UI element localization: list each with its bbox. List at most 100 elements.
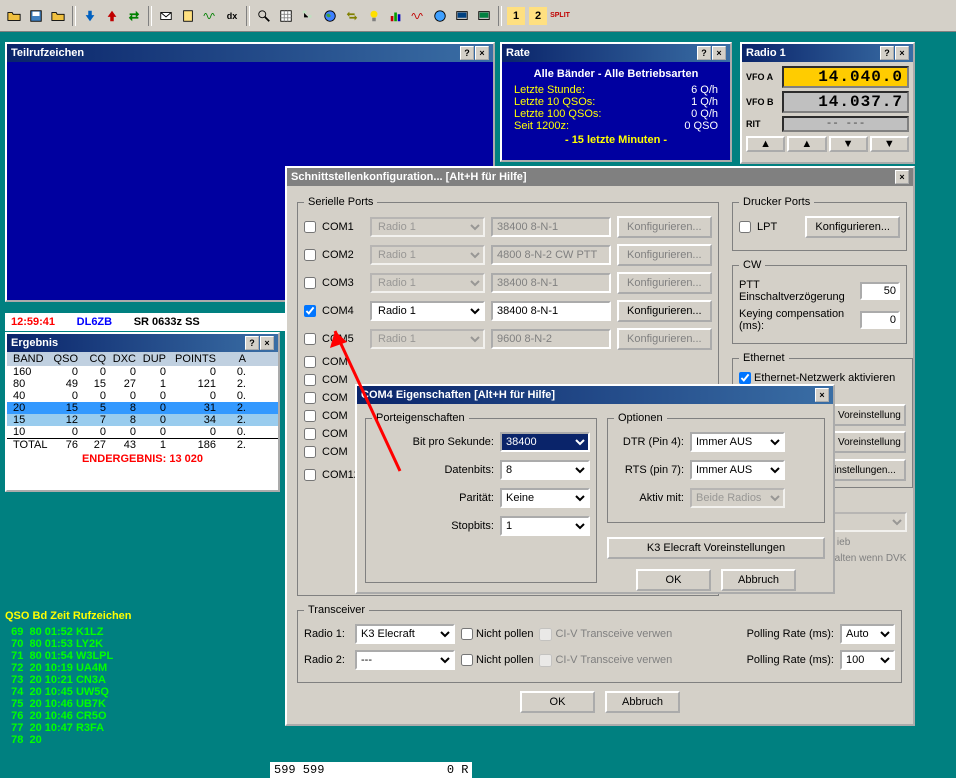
keying-input[interactable]	[860, 311, 900, 329]
close-icon[interactable]: ×	[895, 170, 909, 184]
opt-legend: Optionen	[614, 412, 667, 424]
rit-display: -- ---	[782, 116, 909, 132]
tb-up-icon[interactable]	[102, 6, 122, 26]
result-row[interactable]: 10000000.	[7, 426, 278, 438]
tb-tree-icon[interactable]	[298, 6, 318, 26]
help-icon[interactable]: ?	[697, 46, 711, 60]
radio-btn-rewind[interactable]: ▲	[746, 136, 785, 152]
port-checkbox[interactable]	[304, 428, 316, 440]
k3-preset-button[interactable]: K3 Elecraft Voreinstellungen	[607, 537, 825, 559]
port-checkbox[interactable]	[304, 446, 316, 458]
result-row[interactable]: 8049152711212.	[7, 378, 278, 390]
nopoll1-checkbox[interactable]	[461, 628, 473, 640]
tb-search-icon[interactable]	[254, 6, 274, 26]
tb-dx-icon[interactable]: dx	[222, 6, 242, 26]
port-config-button: Konfigurieren...	[617, 272, 712, 294]
preset-button[interactable]: Voreinstellung	[833, 404, 906, 426]
dtr-select[interactable]: Immer AUS	[690, 432, 785, 452]
port-config-display	[491, 301, 611, 321]
port-config-button: Konfigurieren...	[617, 244, 712, 266]
tb-save-icon[interactable]	[26, 6, 46, 26]
port-checkbox[interactable]	[304, 469, 316, 481]
tb-wave2-icon[interactable]	[408, 6, 428, 26]
port-checkbox[interactable]	[304, 374, 316, 386]
tb-screen2-icon[interactable]	[474, 6, 494, 26]
databits-select[interactable]: 8	[500, 460, 590, 480]
help-icon[interactable]: ?	[245, 336, 259, 350]
tb-open-icon[interactable]	[4, 6, 24, 26]
tb-mail-icon[interactable]	[156, 6, 176, 26]
help-icon[interactable]: ?	[880, 46, 894, 60]
poll1-select[interactable]: Auto	[840, 624, 895, 644]
port-row: COM4Radio 1Konfigurieren...	[304, 300, 712, 322]
result-row[interactable]: 1512780342.	[7, 414, 278, 426]
lpt-config-button[interactable]: Konfigurieren...	[805, 216, 900, 238]
radio2-select[interactable]: ---	[355, 650, 455, 670]
vfo-b-label: VFO B	[746, 97, 778, 107]
result-row[interactable]: 40000000.	[7, 390, 278, 402]
port-checkbox[interactable]	[304, 277, 316, 289]
radio1-select[interactable]: K3 Elecraft	[355, 624, 455, 644]
parity-select[interactable]: Keine	[500, 488, 590, 508]
poll2-select[interactable]: 100	[840, 650, 895, 670]
com4-ok-button[interactable]: OK	[636, 569, 711, 591]
tb-grid-icon[interactable]	[276, 6, 296, 26]
serial-legend: Serielle Ports	[304, 196, 377, 208]
port-config-display	[491, 245, 611, 265]
tb-globe-icon[interactable]	[320, 6, 340, 26]
radio1-label: Radio 1:	[304, 628, 349, 640]
tb-chart-icon[interactable]	[386, 6, 406, 26]
tb-folder-icon[interactable]	[48, 6, 68, 26]
port-config-button[interactable]: Konfigurieren...	[617, 300, 712, 322]
port-checkbox[interactable]	[304, 410, 316, 422]
tb-world-icon[interactable]	[430, 6, 450, 26]
com4-cancel-button[interactable]: Abbruch	[721, 569, 796, 591]
close-icon[interactable]: ×	[712, 46, 726, 60]
radio-btn-ff[interactable]: ▼	[870, 136, 909, 152]
port-radio-select: Radio 1	[370, 329, 485, 349]
ok-button[interactable]: OK	[520, 691, 595, 713]
lpt-checkbox[interactable]	[739, 221, 751, 233]
port-checkbox[interactable]	[304, 221, 316, 233]
tb-lamp-icon[interactable]	[364, 6, 384, 26]
tb-split-icon[interactable]: SPLIT	[550, 6, 570, 26]
radio-btn-up[interactable]: ▲	[787, 136, 826, 152]
tb-swap2-icon[interactable]	[342, 6, 362, 26]
ptt-delay-label: PTT Einschaltverzögerung	[739, 279, 856, 303]
config-title: Schnittstellenkonfiguration... [Alt+H fü…	[291, 171, 527, 183]
preset-button-2[interactable]: Voreinstellung	[833, 431, 906, 453]
ptt-delay-input[interactable]	[860, 282, 900, 300]
tb-n1-icon[interactable]: 1	[506, 6, 526, 26]
port-checkbox[interactable]	[304, 305, 316, 317]
tb-down-icon[interactable]	[80, 6, 100, 26]
port-checkbox[interactable]	[304, 356, 316, 368]
rts-select[interactable]: Immer AUS	[690, 460, 785, 480]
rit-label: RIT	[746, 119, 778, 129]
nopoll2-checkbox[interactable]	[461, 654, 473, 666]
baud-select[interactable]: 38400	[500, 432, 590, 452]
stopbits-select[interactable]: 1	[500, 516, 590, 536]
tb-screen-icon[interactable]	[452, 6, 472, 26]
result-row[interactable]: 160000000.	[7, 366, 278, 378]
result-row[interactable]: TOTAL76274311862.	[7, 438, 278, 451]
close-icon[interactable]: ×	[260, 336, 274, 350]
port-radio-select[interactable]: Radio 1	[370, 301, 485, 321]
result-final: ENDERGEBNIS: 13 020	[7, 451, 278, 467]
cancel-button[interactable]: Abbruch	[605, 691, 680, 713]
tb-wave-icon[interactable]	[200, 6, 220, 26]
tb-n2-icon[interactable]: 2	[528, 6, 548, 26]
settings-button[interactable]: instellungen...	[824, 459, 906, 481]
close-icon[interactable]: ×	[475, 46, 489, 60]
radio-btn-down[interactable]: ▼	[829, 136, 868, 152]
close-icon[interactable]: ×	[815, 388, 829, 402]
eth-enable-checkbox[interactable]	[739, 372, 751, 384]
help-icon[interactable]: ?	[460, 46, 474, 60]
port-checkbox[interactable]	[304, 392, 316, 404]
port-checkbox[interactable]	[304, 333, 316, 345]
radio-title: Radio 1	[746, 47, 786, 59]
tb-note-icon[interactable]	[178, 6, 198, 26]
result-row[interactable]: 2015580312.	[7, 402, 278, 414]
close-icon[interactable]: ×	[895, 46, 909, 60]
port-checkbox[interactable]	[304, 249, 316, 261]
tb-swap-icon[interactable]	[124, 6, 144, 26]
